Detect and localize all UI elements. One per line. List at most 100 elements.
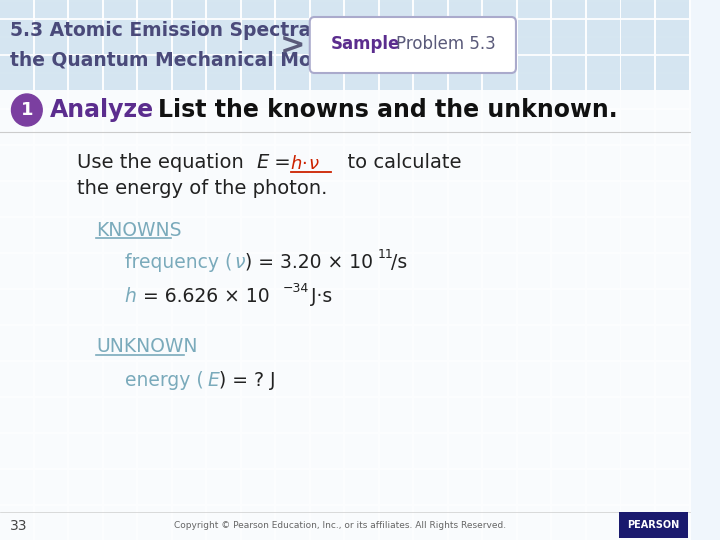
Bar bbox=[0, 2, 32, 36]
Bar bbox=[587, 362, 619, 396]
Text: ·: · bbox=[301, 155, 307, 173]
Bar bbox=[690, 290, 720, 324]
Bar bbox=[690, 74, 720, 108]
Bar bbox=[35, 290, 67, 324]
Bar bbox=[0, 254, 32, 288]
Bar bbox=[552, 218, 585, 252]
Bar bbox=[587, 74, 619, 108]
Bar bbox=[621, 506, 654, 540]
Bar bbox=[449, 182, 482, 216]
Bar bbox=[690, 0, 720, 18]
Bar bbox=[242, 182, 274, 216]
Bar bbox=[311, 38, 343, 72]
Bar bbox=[138, 254, 171, 288]
Bar bbox=[621, 470, 654, 504]
Bar bbox=[379, 398, 413, 432]
Bar bbox=[276, 38, 309, 72]
Bar bbox=[690, 434, 720, 468]
Bar bbox=[414, 290, 447, 324]
Bar bbox=[483, 290, 516, 324]
Bar bbox=[69, 2, 102, 36]
Bar bbox=[449, 2, 482, 36]
Bar bbox=[690, 110, 720, 144]
Bar bbox=[0, 0, 32, 18]
Bar bbox=[173, 146, 205, 180]
Bar bbox=[207, 2, 240, 36]
Bar bbox=[138, 0, 171, 18]
Bar bbox=[0, 218, 32, 252]
Bar bbox=[414, 254, 447, 288]
Bar bbox=[0, 326, 32, 360]
Bar bbox=[69, 0, 102, 18]
Bar bbox=[242, 434, 274, 468]
Bar bbox=[414, 362, 447, 396]
Bar bbox=[552, 434, 585, 468]
Bar bbox=[379, 470, 413, 504]
Bar bbox=[621, 110, 654, 144]
Bar bbox=[656, 56, 688, 90]
Bar bbox=[552, 146, 585, 180]
Bar bbox=[69, 74, 102, 108]
Bar bbox=[414, 434, 447, 468]
Bar bbox=[346, 290, 378, 324]
Bar bbox=[138, 470, 171, 504]
Bar bbox=[173, 182, 205, 216]
Bar bbox=[587, 38, 619, 72]
Bar bbox=[104, 218, 136, 252]
Bar bbox=[518, 290, 551, 324]
Text: 11: 11 bbox=[378, 247, 394, 260]
Text: the Quantum Mechanical Model: the Quantum Mechanical Model bbox=[9, 51, 344, 70]
Bar bbox=[621, 38, 654, 72]
Bar bbox=[379, 434, 413, 468]
Bar bbox=[207, 326, 240, 360]
Bar bbox=[449, 470, 482, 504]
Text: h: h bbox=[125, 287, 137, 307]
Bar bbox=[552, 506, 585, 540]
Bar bbox=[449, 146, 482, 180]
Bar bbox=[173, 362, 205, 396]
Bar bbox=[276, 218, 309, 252]
Bar bbox=[346, 506, 378, 540]
Bar bbox=[311, 56, 343, 90]
Bar bbox=[207, 470, 240, 504]
Bar bbox=[621, 56, 654, 90]
Bar bbox=[311, 470, 343, 504]
Bar bbox=[207, 0, 240, 18]
Bar bbox=[276, 434, 309, 468]
Text: J·s: J·s bbox=[305, 287, 332, 307]
Bar bbox=[621, 2, 654, 36]
Bar bbox=[690, 254, 720, 288]
Bar bbox=[104, 254, 136, 288]
Bar bbox=[346, 434, 378, 468]
Bar bbox=[552, 2, 585, 36]
Bar bbox=[552, 470, 585, 504]
Bar bbox=[414, 110, 447, 144]
FancyBboxPatch shape bbox=[310, 17, 516, 73]
Text: Analyze: Analyze bbox=[50, 98, 154, 122]
Bar bbox=[483, 470, 516, 504]
Bar bbox=[242, 56, 274, 90]
Bar bbox=[276, 20, 309, 54]
Bar bbox=[276, 0, 309, 18]
Bar bbox=[311, 326, 343, 360]
Bar bbox=[276, 398, 309, 432]
Bar bbox=[69, 362, 102, 396]
Bar bbox=[449, 0, 482, 18]
Bar bbox=[311, 146, 343, 180]
Text: KNOWNS: KNOWNS bbox=[96, 220, 181, 240]
Bar bbox=[449, 38, 482, 72]
Bar bbox=[0, 398, 32, 432]
Text: −34: −34 bbox=[283, 282, 309, 295]
Bar bbox=[483, 38, 516, 72]
Bar bbox=[587, 20, 619, 54]
Bar bbox=[35, 182, 67, 216]
Bar bbox=[173, 110, 205, 144]
Bar bbox=[69, 434, 102, 468]
Bar bbox=[138, 326, 171, 360]
Bar bbox=[242, 38, 274, 72]
Bar bbox=[518, 398, 551, 432]
Bar bbox=[35, 434, 67, 468]
Bar bbox=[587, 218, 619, 252]
Bar bbox=[242, 326, 274, 360]
Bar bbox=[518, 56, 551, 90]
